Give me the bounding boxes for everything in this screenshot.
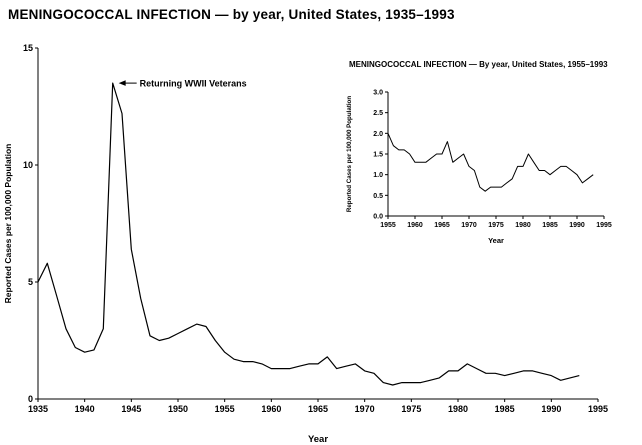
y-tick-label: 15 [23,43,33,53]
x-tick-label: 1990 [569,222,585,229]
x-tick-label: 1945 [121,404,141,414]
y-tick-label: 1.5 [373,151,383,158]
annotation-arrow-head [118,80,126,86]
y-tick-label: 3.0 [373,89,383,96]
x-tick-label: 1980 [515,222,531,229]
x-tick-label: 1975 [488,222,504,229]
x-tick-label: 1940 [75,404,95,414]
main-chart: 1935 1940 1945 1950 1955 1960 1965 1970 1975 1980… [3,43,608,445]
data-line [387,133,594,192]
x-tick-label: 1990 [541,404,561,414]
x-axis-label: Year [488,236,504,245]
x-tick-label: 1970 [355,404,375,414]
x-tick-label: 1965 [308,404,328,414]
x-tick-label: 1955 [215,404,235,414]
x-tick-label: 1980 [448,404,468,414]
x-axis-label: Year [308,434,328,445]
x-tick-label: 1970 [461,222,477,229]
inset-chart: 1955 1960 1965 1970 1975 1980 1985 1990 1995 0.0 0… [342,84,630,246]
x-tick-label: 1995 [588,404,608,414]
x-tick-label: 1965 [434,222,450,229]
x-tick-label: 1955 [380,222,396,229]
x-tick-label: 1995 [596,222,612,229]
data-line [37,82,580,386]
x-tick-label: 1985 [542,222,558,229]
y-tick-label: 0.0 [373,213,383,220]
page-title: MENINGOCOCCAL INFECTION — by year, Unite… [8,7,455,22]
x-tick-label: 1975 [401,404,421,414]
y-tick-label: 0 [28,394,33,404]
y-tick-label: 0.5 [373,193,383,200]
y-tick-label: 10 [23,160,33,170]
y-tick-label: 2.0 [373,131,383,138]
y-tick-label: 2.5 [373,110,383,117]
y-tick-label: 5 [28,277,33,287]
x-tick-label: 1960 [407,222,423,229]
x-tick-label: 1950 [168,404,188,414]
x-tick-label: 1935 [28,404,48,414]
x-tick-label: 1960 [261,404,281,414]
y-tick-label: 1.0 [373,172,383,179]
y-axis-label: Reported Cases per 100,000 Population [3,144,13,304]
annotation-text: Returning WWII Veterans [140,78,247,88]
y-axis-label: Reported Cases per 100,000 Population [346,96,353,212]
inset-title: MENINGOCOCCAL INFECTION — By year, Unite… [349,60,608,69]
x-tick-label: 1985 [495,404,515,414]
